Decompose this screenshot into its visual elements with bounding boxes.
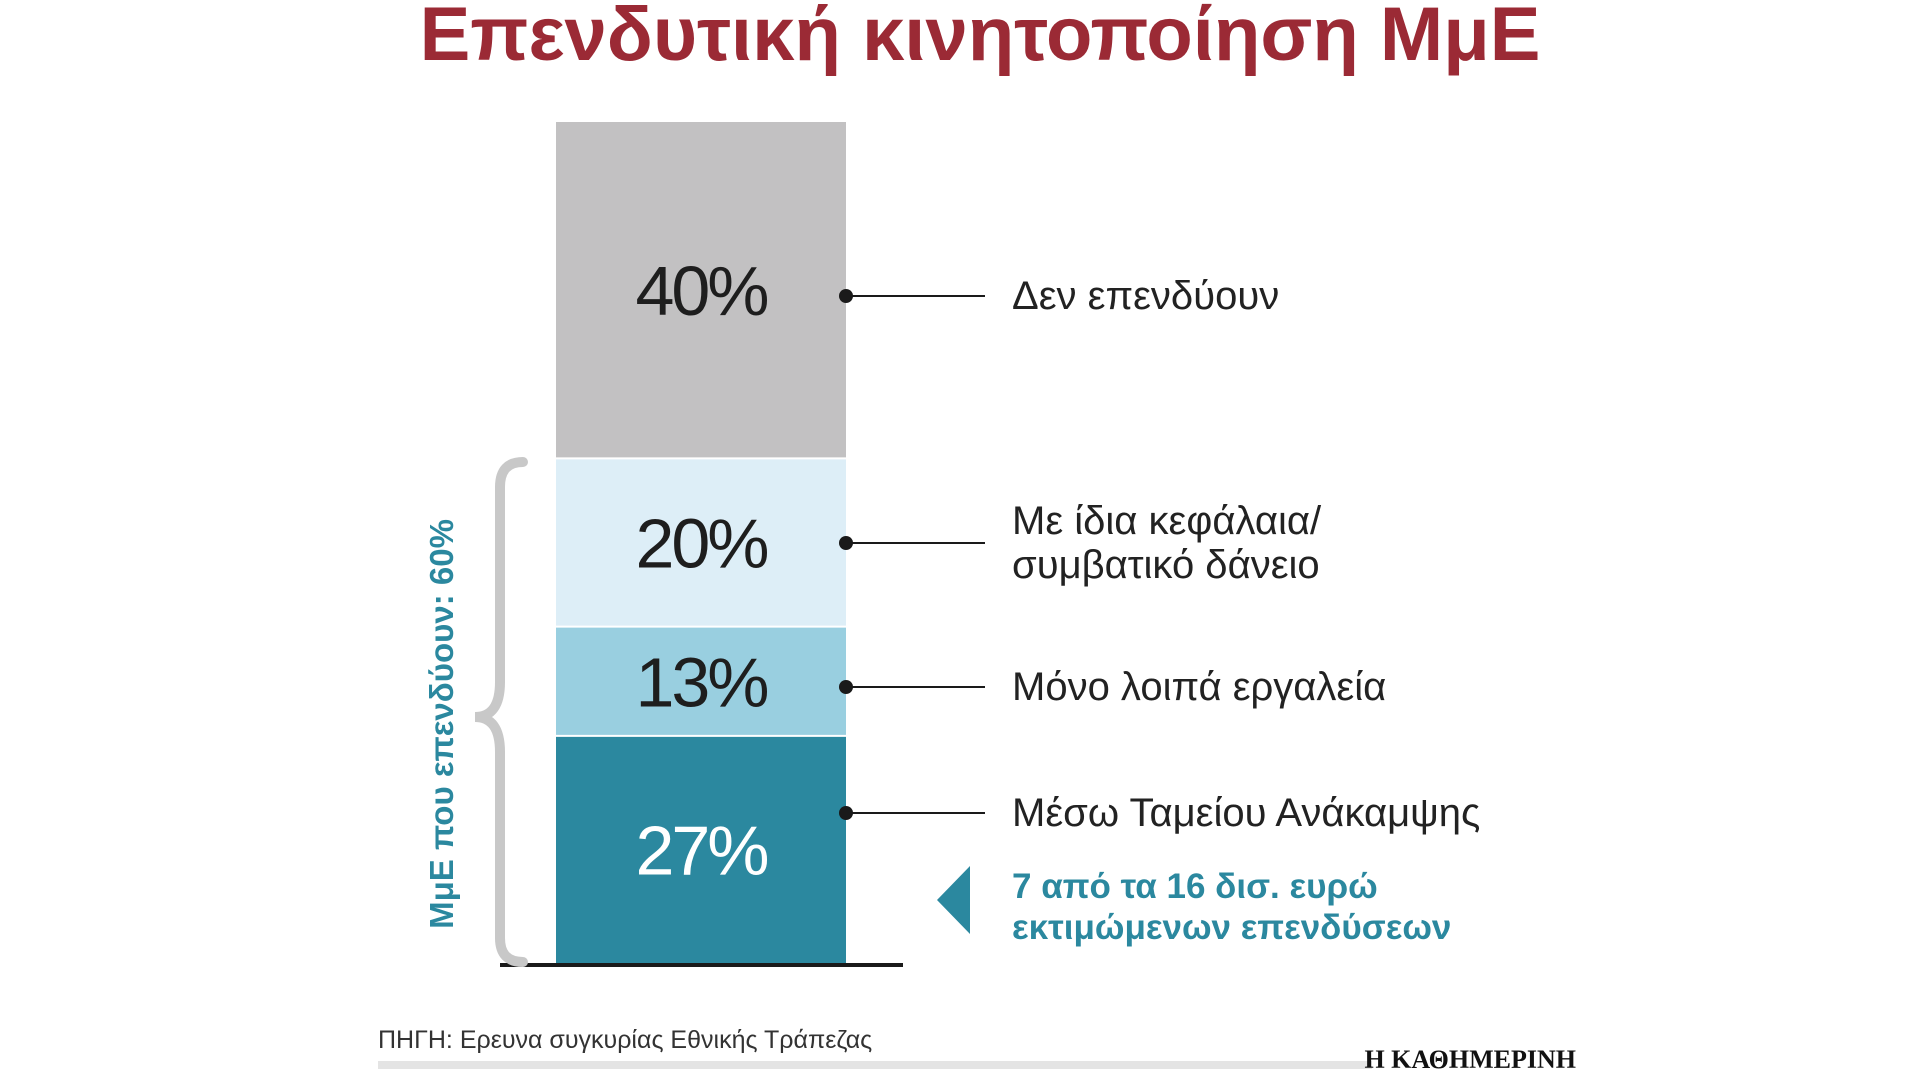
bracket-label: ΜμΕ που επενδύουν: 60%: [423, 519, 460, 929]
source-note: ΠΗΓΗ: Ερευνα συγκυρίας Εθνικής Τράπεζας: [378, 1026, 872, 1054]
category-label-no-investment: Δεν επενδύουν: [1012, 274, 1279, 318]
category-label-other-tools: Μόνο λοιπά εργαλεία: [1012, 665, 1386, 709]
data-label-recovery-fund: 27%: [635, 811, 767, 889]
bar-other-tools: [556, 626, 846, 736]
data-label-other-tools: 13%: [635, 643, 767, 721]
annotation-line: εκτιμώμενων επενδύσεων: [1012, 908, 1451, 947]
bar-recovery-fund: [556, 735, 846, 963]
data-label-own-funds: 20%: [635, 505, 767, 583]
category-labels: Μέσω Ταμείου Ανάκαμψης Μόνο λοιπά εργαλεί…: [1012, 274, 1480, 835]
curly-brace: [474, 457, 528, 967]
bar-stack: 27% 13% 20% 40%: [556, 122, 846, 963]
footer-rule: [378, 1061, 1372, 1069]
bar-own-funds: [556, 458, 846, 627]
bar-no-investment: [556, 122, 846, 459]
data-label-no-investment: 40%: [635, 252, 767, 330]
category-label-own-funds: Με ίδια κεφάλαια/: [1012, 499, 1322, 543]
category-label-recovery-fund: Μέσω Ταμείου Ανάκαμψης: [1012, 791, 1480, 835]
chart-title: Επενδυτική κινητοποίηση ΜμΕ: [420, 0, 1541, 77]
annotation-arrow-icon: [937, 866, 970, 934]
category-label-own-funds: συμβατικό δάνειο: [1012, 543, 1320, 587]
publisher-logo: Η ΚΑΘΗΜΕΡΙΝΗ: [1364, 1045, 1576, 1074]
leader-lines: [839, 289, 985, 820]
annotation-line: 7 από τα 16 δισ. ευρώ: [1012, 867, 1378, 906]
